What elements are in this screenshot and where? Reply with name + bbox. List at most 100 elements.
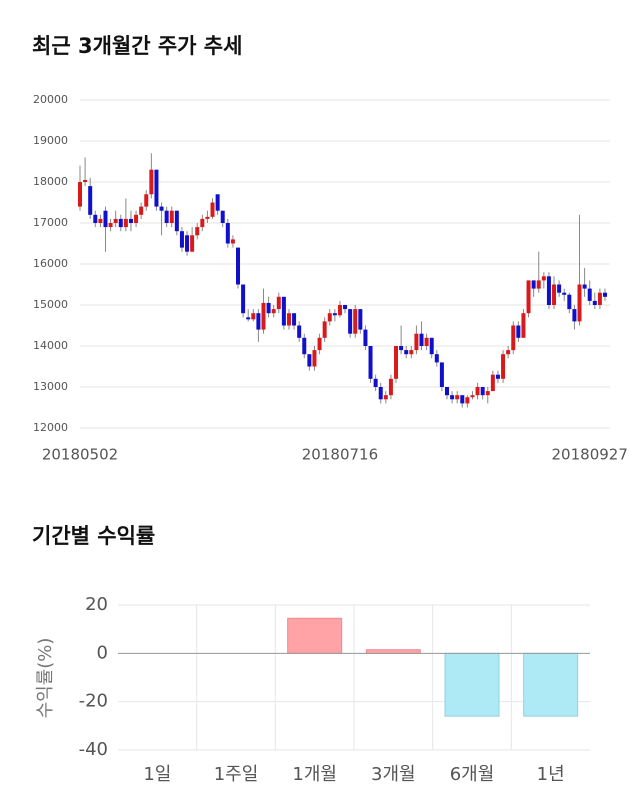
- candle-body: [592, 300, 597, 305]
- candle-body: [286, 313, 291, 326]
- candle-body: [419, 333, 424, 346]
- candle-body: [475, 387, 480, 396]
- chart-title: 기간별 수익률: [32, 524, 155, 548]
- candle-body: [516, 325, 521, 338]
- candle-body: [225, 223, 230, 244]
- candle-body: [572, 309, 577, 322]
- candle-body: [190, 235, 195, 252]
- candle-body: [536, 280, 541, 289]
- candle-body: [353, 309, 358, 334]
- candle-body: [521, 313, 526, 338]
- candle-body: [434, 354, 439, 363]
- candle-body: [348, 309, 353, 334]
- y-tick-label: 16000: [33, 257, 68, 270]
- candle-body: [501, 354, 506, 379]
- candle-body: [149, 169, 154, 195]
- candle-body: [424, 337, 429, 346]
- candle-body: [312, 350, 317, 367]
- x-tick-label: 20180502: [42, 446, 118, 464]
- candle-body: [526, 280, 531, 314]
- candle-body: [230, 239, 235, 244]
- candle-body: [327, 313, 332, 322]
- candle-body: [552, 284, 557, 305]
- x-tick-label: 6개월: [450, 764, 495, 785]
- candle-body: [210, 202, 215, 217]
- candle-body: [241, 284, 246, 314]
- candle-body: [292, 313, 297, 326]
- candle-body: [271, 309, 276, 314]
- candle-body: [78, 182, 82, 207]
- candle-body: [394, 346, 399, 379]
- candle-body: [460, 395, 465, 404]
- y-tick-label: 12000: [33, 421, 68, 434]
- candle-body: [98, 218, 103, 223]
- x-tick-label: 20180716: [302, 446, 378, 464]
- candle-body: [179, 231, 184, 248]
- candle-body: [236, 247, 241, 285]
- y-tick-label: 14000: [33, 339, 68, 352]
- x-tick-label: 1년: [537, 764, 565, 785]
- candle-body: [118, 218, 123, 228]
- x-tick-label: 3개월: [371, 764, 416, 785]
- y-tick-label: 13000: [33, 380, 68, 393]
- candle-body: [134, 214, 139, 223]
- candle-body: [541, 276, 546, 281]
- candle-body: [404, 350, 409, 355]
- candle-body: [582, 284, 587, 289]
- candle-body: [266, 302, 271, 314]
- candle-body: [108, 223, 113, 228]
- candle-body: [455, 395, 460, 400]
- x-tick-label: 20180927: [552, 446, 628, 464]
- y-tick-label: -20: [79, 691, 108, 712]
- candle-body: [429, 337, 434, 355]
- candle-body: [302, 337, 307, 355]
- x-tick-label: 1개월: [292, 764, 337, 785]
- candle-body: [343, 305, 348, 310]
- y-tick-label: 20: [85, 594, 108, 615]
- candle-body: [603, 292, 607, 297]
- candle-body: [317, 337, 322, 351]
- candle-body: [185, 235, 190, 252]
- x-tick-label: 1일: [143, 764, 171, 785]
- candle-body: [383, 395, 388, 400]
- candle-body: [169, 210, 174, 223]
- candle-body: [215, 194, 220, 211]
- y-tick-label: 17000: [33, 216, 68, 229]
- y-tick-label: 19000: [33, 134, 68, 147]
- candle-body: [480, 387, 485, 396]
- candle-body: [363, 329, 368, 346]
- y-axis-label: 수익률(%): [35, 638, 56, 719]
- candle-body: [337, 305, 342, 316]
- candle-body: [261, 302, 266, 330]
- candle-body: [83, 179, 88, 182]
- candle-body: [465, 397, 470, 404]
- candle-body: [307, 354, 312, 367]
- candle-body: [93, 214, 98, 223]
- y-tick-label: -40: [79, 739, 108, 760]
- candle-body: [281, 296, 286, 326]
- candle-body: [88, 186, 93, 215]
- candle-body: [246, 317, 251, 320]
- bar: [444, 652, 500, 717]
- chart-title: 최근 3개월간 주가 추세: [32, 34, 242, 58]
- candle-body: [409, 350, 414, 355]
- bar: [523, 652, 579, 717]
- candle-body: [174, 210, 179, 232]
- bar: [287, 617, 343, 654]
- candle-body: [154, 169, 159, 207]
- candle-body: [511, 325, 516, 351]
- bar: [365, 649, 421, 654]
- candle-body: [485, 391, 490, 396]
- candle-body: [276, 296, 281, 310]
- x-tick-label: 1주일: [214, 764, 259, 785]
- candle-body: [200, 218, 205, 228]
- candle-body: [495, 374, 500, 379]
- candle-body: [128, 218, 133, 223]
- y-tick-label: 20000: [33, 93, 68, 106]
- candle-body: [164, 210, 169, 223]
- candle-body: [159, 206, 164, 211]
- candle-body: [587, 288, 592, 301]
- candle-body: [358, 309, 363, 330]
- candle-body: [123, 218, 128, 228]
